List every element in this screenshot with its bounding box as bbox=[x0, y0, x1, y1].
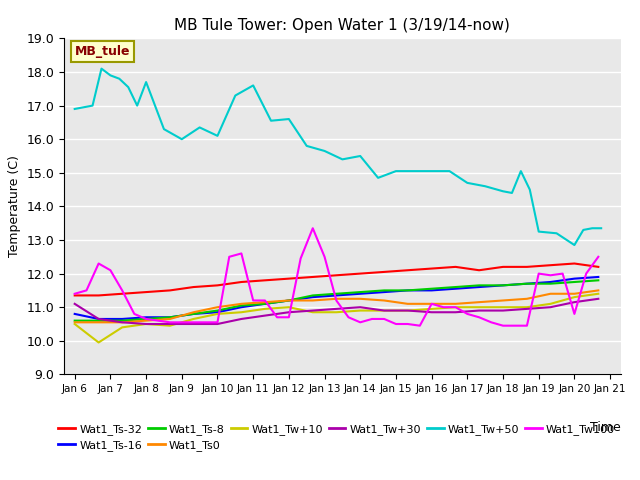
Y-axis label: Temperature (C): Temperature (C) bbox=[8, 156, 21, 257]
Title: MB Tule Tower: Open Water 1 (3/19/14-now): MB Tule Tower: Open Water 1 (3/19/14-now… bbox=[175, 18, 510, 33]
Text: Time: Time bbox=[590, 421, 621, 434]
Legend: Wat1_Ts-32, Wat1_Ts-16, Wat1_Ts-8, Wat1_Ts0, Wat1_Tw+10, Wat1_Tw+30, Wat1_Tw+50,: Wat1_Ts-32, Wat1_Ts-16, Wat1_Ts-8, Wat1_… bbox=[58, 424, 615, 451]
Text: MB_tule: MB_tule bbox=[75, 45, 131, 58]
